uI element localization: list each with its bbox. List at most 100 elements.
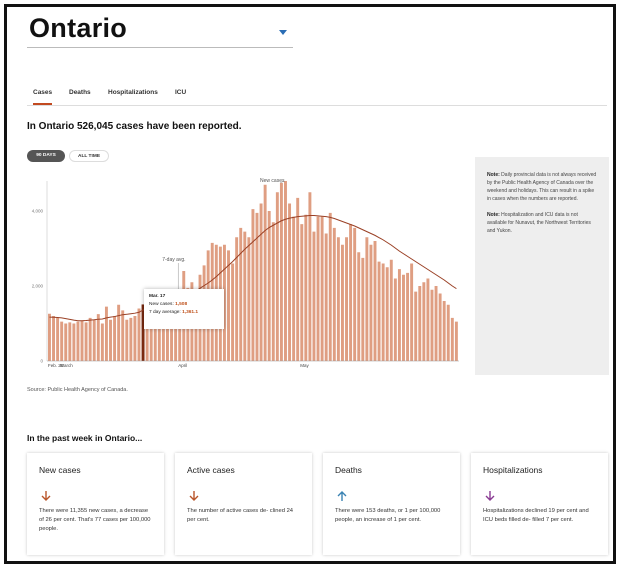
chart-bar[interactable]: [104, 306, 108, 362]
chart-bar[interactable]: [68, 322, 72, 362]
chart-bar[interactable]: [446, 304, 450, 361]
chevron-down-icon[interactable]: [279, 30, 287, 35]
chart-tooltip: Mar. 17 New cases: 1,508 7 day average: …: [144, 289, 224, 329]
chart-bar[interactable]: [96, 314, 100, 362]
chart-bar[interactable]: [308, 192, 312, 361]
chart-bar[interactable]: [92, 319, 96, 361]
chart-bar[interactable]: [312, 231, 316, 362]
chart-bar[interactable]: [259, 203, 263, 362]
chart-bar[interactable]: [271, 222, 275, 361]
chart-bar[interactable]: [72, 323, 76, 362]
note-hospitalization-data: Note: Hospitalization and ICU data is no…: [487, 212, 591, 234]
chart-bar[interactable]: [255, 212, 259, 362]
chart-bar[interactable]: [450, 317, 454, 362]
chart-bar[interactable]: [373, 241, 377, 361]
chart-bar[interactable]: [129, 317, 133, 362]
chart-bar[interactable]: [80, 320, 84, 362]
tab-hospitalizations[interactable]: Hospitalizations: [108, 89, 158, 96]
chart-bar[interactable]: [426, 278, 430, 362]
chart-bar[interactable]: [100, 323, 104, 362]
chart-bar[interactable]: [430, 289, 434, 361]
chart-bar[interactable]: [304, 214, 308, 361]
chart-bar[interactable]: [414, 291, 418, 362]
chart-bar[interactable]: [251, 209, 255, 362]
chart-bar[interactable]: [153, 304, 157, 361]
tab-icu[interactable]: ICU: [175, 89, 187, 96]
chart-bar[interactable]: [300, 224, 304, 362]
chart-bar[interactable]: [157, 310, 161, 362]
chart-bar[interactable]: [365, 237, 369, 361]
chart-bar[interactable]: [324, 233, 328, 362]
chart-bar[interactable]: [406, 272, 410, 362]
chart-bar[interactable]: [64, 323, 68, 362]
chart-bar[interactable]: [381, 263, 385, 362]
chart-bar[interactable]: [361, 257, 365, 362]
chart-bar[interactable]: [263, 184, 267, 361]
tab-cases[interactable]: Cases: [33, 89, 53, 105]
chart-bar[interactable]: [52, 316, 55, 361]
chart-bar[interactable]: [442, 301, 446, 361]
chart-bar[interactable]: [454, 321, 458, 362]
tab-deaths[interactable]: Deaths: [69, 89, 91, 96]
chart-bar[interactable]: [60, 321, 64, 362]
chart-bar[interactable]: [296, 197, 300, 362]
chart-bar[interactable]: [243, 231, 247, 362]
chart-bar[interactable]: [137, 308, 141, 362]
chart-bar[interactable]: [357, 252, 361, 361]
chart-bar[interactable]: [48, 313, 51, 361]
chart-bar[interactable]: [332, 227, 336, 362]
chart-bar[interactable]: [349, 224, 353, 362]
chart-bar[interactable]: [222, 244, 226, 361]
chart-bar[interactable]: [284, 181, 287, 361]
region-selector[interactable]: Ontario: [27, 13, 293, 48]
chart-bar[interactable]: [149, 299, 153, 362]
range-all-time-button[interactable]: ALL TIME: [69, 150, 109, 162]
chart-bar[interactable]: [166, 306, 169, 362]
chart-bar[interactable]: [113, 316, 117, 361]
chart-bar[interactable]: [385, 267, 389, 361]
chart-bar[interactable]: [279, 182, 283, 362]
card-title: Deaths: [335, 465, 362, 475]
chart-bar[interactable]: [336, 237, 340, 361]
chart-bar[interactable]: [402, 274, 405, 361]
chart-bar[interactable]: [145, 306, 149, 362]
chart-bar[interactable]: [227, 250, 230, 362]
chart-bar[interactable]: [109, 319, 112, 361]
chart-bar[interactable]: [84, 322, 88, 362]
chart-bar[interactable]: [88, 317, 92, 362]
chart-bar-highlighted[interactable]: [141, 304, 145, 361]
chart-bar[interactable]: [353, 227, 357, 362]
chart-bar[interactable]: [389, 259, 393, 361]
chart-bar[interactable]: [328, 212, 332, 362]
chart-bar[interactable]: [76, 321, 80, 362]
chart-bar[interactable]: [231, 263, 235, 362]
chart-bar[interactable]: [292, 216, 296, 362]
chart-bar[interactable]: [247, 237, 251, 361]
range-90-days-button[interactable]: 90 DAYS: [27, 150, 65, 162]
chart-bar[interactable]: [397, 269, 401, 362]
chart-bar[interactable]: [393, 278, 397, 362]
chart-bar[interactable]: [56, 317, 60, 362]
chart-bar[interactable]: [117, 304, 121, 361]
chart-bar[interactable]: [133, 316, 137, 361]
chart-bar[interactable]: [320, 216, 324, 362]
chart-bar[interactable]: [340, 244, 344, 361]
chart-bar[interactable]: [125, 319, 129, 361]
chart-bar[interactable]: [418, 286, 422, 361]
chart-bar[interactable]: [369, 244, 373, 361]
chart-bar[interactable]: [174, 299, 178, 362]
chart-bar[interactable]: [410, 263, 414, 362]
chart-bar[interactable]: [345, 237, 348, 361]
chart-bar[interactable]: [422, 282, 426, 361]
chart-bar[interactable]: [434, 286, 438, 361]
chart-bar[interactable]: [377, 261, 381, 362]
chart-bar[interactable]: [239, 227, 243, 362]
chart-bar[interactable]: [121, 310, 125, 362]
chart-bar[interactable]: [267, 211, 271, 361]
chart-bar[interactable]: [438, 293, 442, 362]
chart-bar[interactable]: [316, 216, 320, 362]
chart-bar[interactable]: [235, 237, 239, 361]
chart-bar[interactable]: [288, 203, 292, 362]
chart-bar[interactable]: [275, 192, 279, 361]
chart-bar[interactable]: [170, 297, 174, 361]
